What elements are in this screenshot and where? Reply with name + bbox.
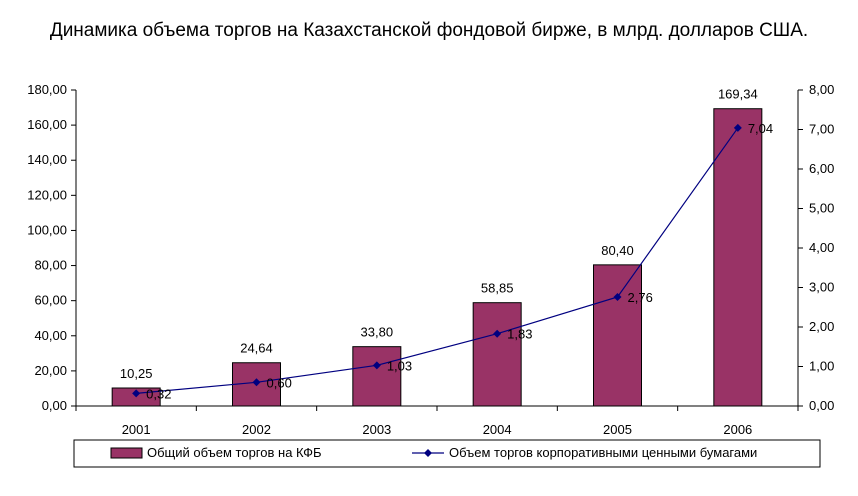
line-path xyxy=(136,127,739,394)
bar xyxy=(472,302,522,407)
line-point-marker xyxy=(372,361,381,370)
data-labels: 10,25 24,64 33,80 58,85 80,40 169,34 0,32 0,60 1… xyxy=(120,87,773,402)
line-value-label: 1,03 xyxy=(387,358,412,373)
line-point-marker xyxy=(252,378,261,387)
line-value-label: 7,04 xyxy=(748,121,773,136)
line-point-marker xyxy=(733,123,742,132)
bar xyxy=(352,346,402,407)
x-tick-label: 2006 xyxy=(723,422,752,437)
y-left-tick-label: 80,00 xyxy=(34,258,67,273)
line-value-label: 1,83 xyxy=(507,327,532,342)
legend-line-marker xyxy=(424,449,432,457)
bar-value-label: 33,80 xyxy=(361,325,394,340)
bar xyxy=(593,264,642,407)
y-left-tick-label: 60,00 xyxy=(34,293,67,308)
bar-value-label: 80,40 xyxy=(601,243,634,258)
legend: Общий объем торгов на КФБ Объем торгов ко… xyxy=(73,439,821,468)
y-left-tick-label: 160,00 xyxy=(27,117,67,132)
line-value-label: 0,32 xyxy=(146,386,171,401)
x-tick-label: 2001 xyxy=(122,422,151,437)
x-tick-label: 2003 xyxy=(362,422,391,437)
y-left-tick-label: 100,00 xyxy=(27,222,67,237)
chart-title: Динамика объема торгов на Казахстанской … xyxy=(49,20,809,41)
legend-box xyxy=(73,439,821,468)
y-right-tick-label: 1,00 xyxy=(809,359,834,374)
x-tick-label: 2005 xyxy=(603,422,632,437)
x-tick-label: 2004 xyxy=(483,422,512,437)
line-value-label: 2,76 xyxy=(628,290,653,305)
x-tick-label: 2002 xyxy=(242,422,271,437)
legend-bar-swatch xyxy=(110,447,143,459)
y-left-tick-label: 40,00 xyxy=(34,328,67,343)
y-right-tick-label: 7,00 xyxy=(809,122,834,137)
line-point-marker xyxy=(613,292,622,301)
y-left-tick-label: 140,00 xyxy=(27,152,67,167)
y-right-tick-label: 6,00 xyxy=(809,161,834,176)
line-series xyxy=(132,123,742,398)
y-left-tick-label: 0,00 xyxy=(42,398,67,413)
bar xyxy=(713,108,763,407)
y-right-tick-label: 3,00 xyxy=(809,280,834,295)
legend-line-label: Объем торгов корпоративными ценными бума… xyxy=(449,445,757,460)
y-right-tick-label: 2,00 xyxy=(809,319,834,334)
bar-value-label: 10,25 xyxy=(120,366,153,381)
y-left-tick-label: 120,00 xyxy=(27,187,67,202)
bar-value-label: 169,34 xyxy=(718,87,758,102)
y-right-tick-label: 8,00 xyxy=(809,82,834,97)
line-point-marker xyxy=(493,329,502,338)
chart-axes: 0,00 20,00 40,00 60,00 80,00 100,00 120,00 140,… xyxy=(27,82,834,437)
legend-bar-label: Общий объем торгов на КФБ xyxy=(147,445,322,460)
y-right-tick-label: 4,00 xyxy=(809,240,834,255)
y-left-tick-label: 20,00 xyxy=(34,363,67,378)
y-left-tick-label: 180,00 xyxy=(27,82,67,97)
bar-value-label: 24,64 xyxy=(240,341,273,356)
y-right-tick-label: 0,00 xyxy=(809,398,834,413)
bar-value-label: 58,85 xyxy=(481,281,514,296)
y-right-tick-label: 5,00 xyxy=(809,201,834,216)
bar-series xyxy=(111,108,763,407)
line-point-marker xyxy=(132,389,141,398)
line-value-label: 0,60 xyxy=(267,375,292,390)
